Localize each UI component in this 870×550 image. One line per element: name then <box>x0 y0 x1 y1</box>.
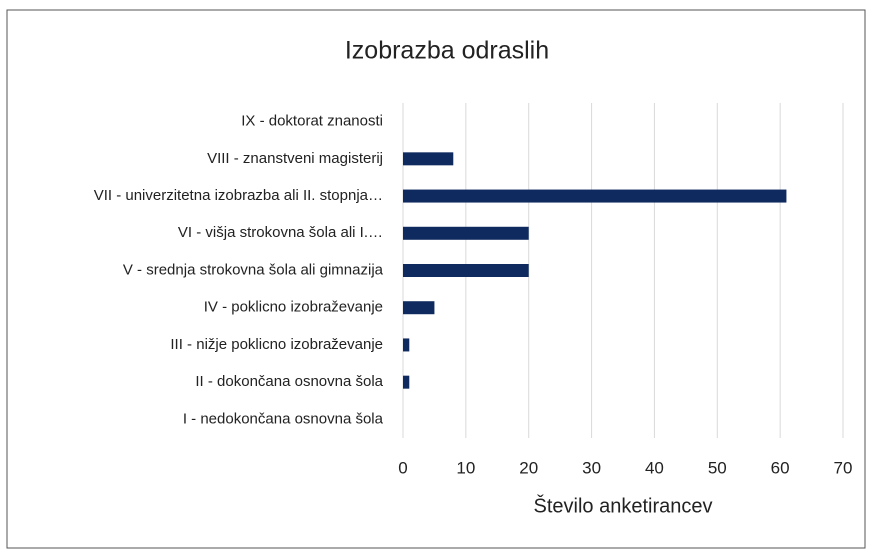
x-tick-label: 70 <box>834 458 853 477</box>
chart-frame <box>6 9 866 549</box>
bar <box>403 226 529 240</box>
x-tick-label: 50 <box>708 458 727 477</box>
x-tick-label: 30 <box>582 458 601 477</box>
y-tick-label: II - dokončana osnovna šola <box>195 373 383 390</box>
bar <box>403 189 787 203</box>
bar <box>403 301 435 315</box>
y-tick-label: IX - doktorat znanosti <box>241 113 383 130</box>
bar <box>403 338 410 352</box>
x-tick-label: 20 <box>519 458 538 477</box>
bar <box>403 152 454 166</box>
x-tick-label: 60 <box>771 458 790 477</box>
x-tick-label: 0 <box>398 458 407 477</box>
y-tick-label: III - nižje poklicno izobraževanje <box>170 336 383 353</box>
bar <box>403 375 410 389</box>
y-tick-label: VIII - znanstveni magisterij <box>207 150 383 167</box>
y-tick-label: VII - univerzitetna izobrazba ali II. st… <box>94 187 383 204</box>
y-tick-label: VI - višja strokovna šola ali I.… <box>178 224 383 241</box>
y-tick-label: V - srednja strokovna šola ali gimnazija <box>123 261 384 278</box>
bar <box>403 264 529 277</box>
x-axis-title: Število anketirancev <box>534 494 713 517</box>
y-tick-label: IV - poklicno izobraževanje <box>204 299 383 316</box>
y-tick-label: I - nedokončana osnovna šola <box>183 410 384 427</box>
chart-title: Izobrazba odraslih <box>345 37 549 65</box>
x-tick-label: 40 <box>645 458 664 477</box>
x-tick-label: 10 <box>456 458 475 477</box>
